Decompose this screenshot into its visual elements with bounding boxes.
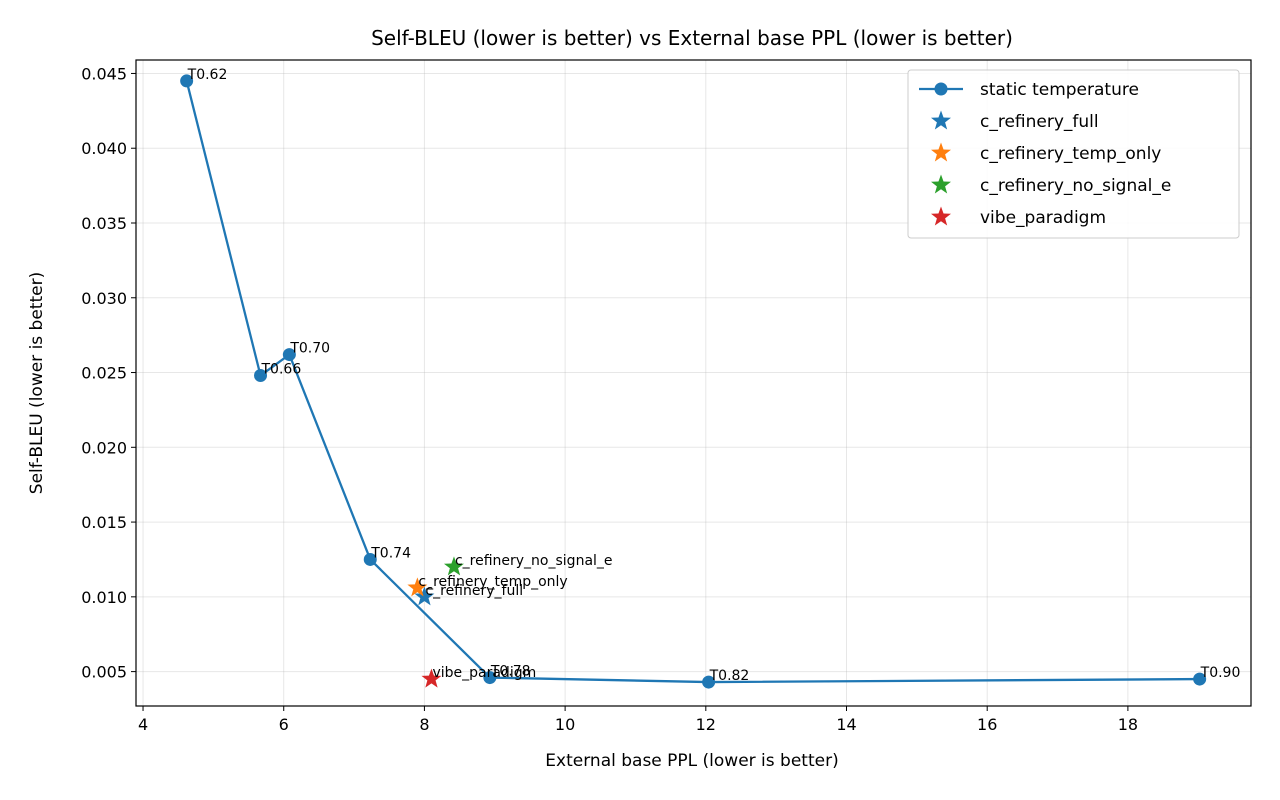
y-tick-label: 0.010 bbox=[81, 588, 127, 607]
x-tick-label: 16 bbox=[977, 715, 997, 734]
y-tick-label: 0.005 bbox=[81, 663, 127, 682]
x-axis-label: External base PPL (lower is better) bbox=[545, 751, 838, 771]
y-tick-label: 0.025 bbox=[81, 364, 127, 383]
legend-star-marker bbox=[931, 174, 951, 194]
point-label: c_refinery_full bbox=[425, 583, 523, 599]
y-axis-label: Self-BLEU (lower is better) bbox=[27, 272, 47, 494]
star-point bbox=[443, 556, 464, 576]
static-temperature-point bbox=[180, 74, 194, 88]
x-tick-label: 10 bbox=[555, 715, 575, 734]
y-tick-label: 0.030 bbox=[81, 289, 127, 308]
static-temperature-point bbox=[702, 675, 716, 689]
y-tick-label: 0.015 bbox=[81, 513, 127, 532]
point-label: c_refinery_temp_only bbox=[418, 574, 567, 590]
legend: static temperature c_refinery_full c_refin… bbox=[907, 69, 1240, 239]
star-point bbox=[414, 586, 435, 606]
legend-label: static temperature bbox=[980, 80, 1139, 100]
point-label: T0.62 bbox=[187, 67, 228, 83]
static-temperature-point bbox=[1193, 672, 1207, 686]
x-tick-label: 6 bbox=[279, 715, 289, 734]
point-label: T0.66 bbox=[261, 362, 302, 378]
x-tick-label: 8 bbox=[419, 715, 429, 734]
axes: 4 6 8 10 12 14 16 18 0.005 0.010 0.015 0.020 0.025 0.… bbox=[81, 64, 1138, 734]
y-tick-label: 0.040 bbox=[81, 139, 127, 158]
x-tick-label: 12 bbox=[696, 715, 716, 734]
legend-star-marker bbox=[931, 206, 951, 226]
x-tick-label: 18 bbox=[1118, 715, 1138, 734]
legend-label: c_refinery_temp_only bbox=[980, 144, 1161, 164]
point-label: T0.82 bbox=[709, 668, 750, 684]
y-tick-label: 0.045 bbox=[81, 64, 127, 83]
legend-star-marker bbox=[931, 110, 951, 130]
point-label: T0.90 bbox=[1200, 665, 1241, 681]
legend-circle-marker bbox=[934, 82, 948, 96]
legend-label: c_refinery_full bbox=[980, 112, 1099, 132]
point-label: T0.74 bbox=[370, 545, 411, 561]
chart-title: Self-BLEU (lower is better) vs External … bbox=[371, 26, 1013, 50]
legend-label: vibe_paradigm bbox=[980, 208, 1106, 228]
static-temperature-point bbox=[483, 671, 497, 685]
plot-area: T0.62 T0.66 T0.70 T0.74 T0.78 T0.82 T0.90 c_ref… bbox=[180, 67, 1240, 689]
y-tick-label: 0.020 bbox=[81, 438, 127, 457]
star-point bbox=[407, 577, 428, 597]
legend-star-marker bbox=[931, 142, 951, 162]
plot-frame bbox=[135, 59, 1252, 707]
legend-label: c_refinery_no_signal_e bbox=[980, 176, 1171, 196]
point-label: T0.78 bbox=[490, 664, 531, 680]
static-temperature-point bbox=[363, 552, 377, 566]
y-tick-label: 0.035 bbox=[81, 214, 127, 233]
legend-box bbox=[907, 69, 1240, 239]
x-tick-label: 14 bbox=[836, 715, 856, 734]
point-label: vibe_paradigm bbox=[432, 665, 536, 681]
point-label: c_refinery_no_signal_e bbox=[455, 553, 613, 569]
x-tick-label: 4 bbox=[138, 715, 148, 734]
static-temperature-point bbox=[282, 348, 296, 362]
point-label: T0.70 bbox=[289, 341, 330, 357]
static-temperature-point bbox=[254, 369, 268, 383]
star-point bbox=[421, 668, 442, 688]
